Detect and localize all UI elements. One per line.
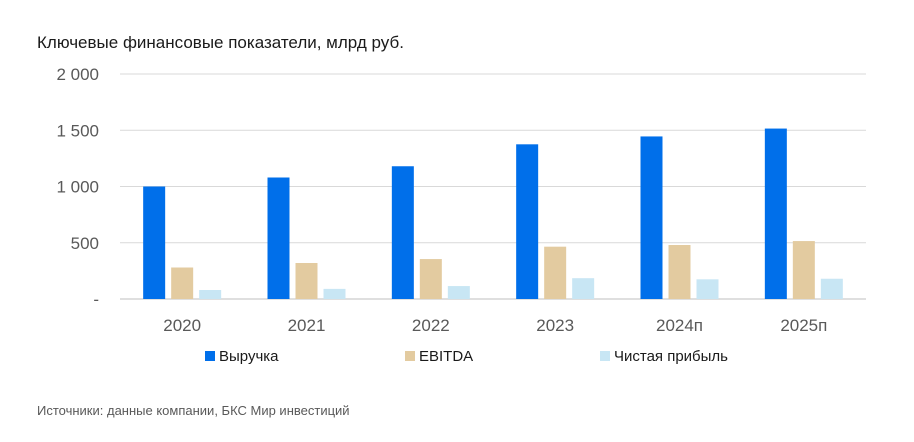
- x-axis-ticks: 2020 2021 2022 2023 2024п 2025п: [163, 316, 827, 335]
- y-tick-label: 1 500: [56, 121, 99, 140]
- y-tick-label: 500: [71, 234, 99, 253]
- bar-revenue: [143, 186, 166, 299]
- bar-net-profit: [447, 286, 470, 299]
- bar-ebitda: [419, 259, 442, 299]
- bar-ebitda: [544, 246, 567, 299]
- bar-revenue: [391, 166, 414, 299]
- y-tick-label: -: [93, 290, 99, 309]
- bar-ebitda: [668, 245, 691, 299]
- bar-net-profit: [572, 278, 595, 299]
- legend-swatch: [205, 351, 215, 361]
- bar-revenue: [516, 144, 539, 299]
- y-axis-ticks: - 500 1 000 1 500 2 000: [56, 65, 99, 309]
- chart-title: Ключевые финансовые показатели, млрд руб…: [37, 33, 404, 52]
- bar-ebitda: [295, 263, 318, 299]
- bar-ebitda: [792, 241, 815, 299]
- bar-net-profit: [199, 290, 222, 299]
- source-note: Источники: данные компании, БКС Мир инве…: [37, 403, 350, 418]
- y-tick-label: 1 000: [56, 178, 99, 197]
- bar-revenue: [640, 136, 663, 299]
- y-tick-label: 2 000: [56, 65, 99, 84]
- bars: [143, 128, 843, 299]
- bar-ebitda: [171, 267, 194, 299]
- bar-revenue: [764, 128, 787, 299]
- legend: Выручка EBITDA Чистая прибыль: [205, 348, 728, 365]
- bar-chart: - 500 1 000 1 500 2 000 2020 2021 2022 2023 2024…: [56, 65, 866, 365]
- bar-net-profit: [820, 278, 843, 299]
- legend-label: Чистая прибыль: [614, 348, 728, 365]
- gridlines: [120, 73, 866, 300]
- x-tick-label: 2024п: [656, 316, 703, 335]
- legend-swatch: [600, 351, 610, 361]
- bar-net-profit: [323, 288, 346, 299]
- x-tick-label: 2020: [163, 316, 201, 335]
- legend-swatch: [405, 351, 415, 361]
- legend-label: Выручка: [219, 348, 279, 365]
- x-tick-label: 2025п: [780, 316, 827, 335]
- x-tick-label: 2021: [288, 316, 326, 335]
- bar-revenue: [267, 177, 290, 299]
- x-tick-label: 2023: [536, 316, 574, 335]
- bar-net-profit: [696, 279, 719, 299]
- x-tick-label: 2022: [412, 316, 450, 335]
- legend-label: EBITDA: [419, 348, 473, 365]
